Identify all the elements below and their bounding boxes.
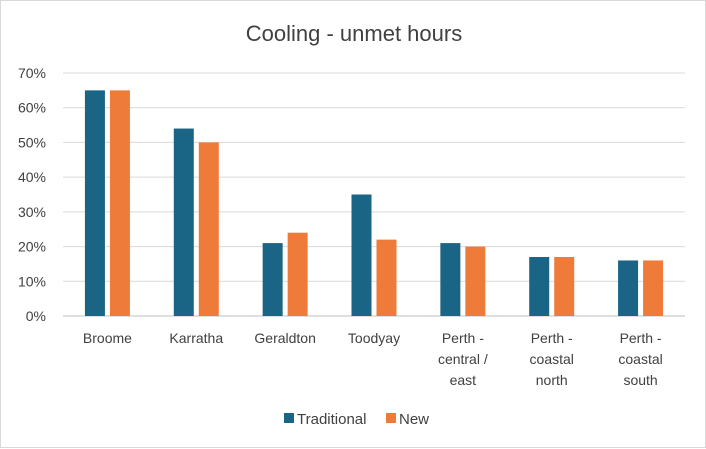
y-tick-label: 10% (18, 273, 46, 289)
y-tick-label: 30% (18, 204, 46, 220)
x-category-label: Broome (83, 330, 132, 346)
bar-new (109, 90, 130, 316)
bar-new (198, 142, 219, 316)
bar-traditional (84, 90, 105, 316)
legend-swatch (284, 413, 294, 423)
y-tick-label: 40% (18, 169, 46, 185)
y-tick-label: 60% (18, 100, 46, 116)
bar-traditional (351, 194, 372, 316)
bars (84, 90, 664, 316)
x-category-label: Toodyay (348, 330, 400, 346)
bar-traditional (440, 243, 461, 316)
x-category-label: Karratha (169, 330, 223, 346)
y-axis-tick-labels: 0% 10% 20% 30% 40% 50% 60% 70% (18, 65, 46, 324)
bar-traditional (173, 128, 194, 316)
y-tick-label: 20% (18, 239, 46, 255)
bar-traditional (618, 260, 639, 316)
y-tick-label: 50% (18, 134, 46, 150)
legend: Traditional New (284, 411, 429, 428)
y-tick-label: 70% (18, 65, 46, 81)
bar-new (465, 246, 486, 316)
gridlines (63, 72, 685, 317)
x-axis-category-labels: Broome Karratha Geraldton Toodyay Perth -cen… (83, 330, 663, 388)
legend-label: New (399, 411, 429, 428)
bar-traditional (529, 256, 550, 316)
bar-new (376, 239, 397, 316)
legend-label: Traditional (297, 411, 366, 428)
x-category-label: Perth -central / east (438, 330, 488, 388)
bar-new (554, 256, 575, 316)
x-category-label: Perth -coastal north (530, 330, 574, 388)
y-tick-label: 0% (26, 308, 46, 324)
x-category-label: Perth -coastal south (618, 330, 662, 388)
legend-swatch (386, 413, 396, 423)
chart-title: Cooling - unmet hours (246, 21, 462, 46)
x-category-label: Geraldton (254, 330, 315, 346)
bar-new (287, 232, 308, 316)
bar-new (643, 260, 664, 316)
bar-traditional (262, 243, 283, 316)
